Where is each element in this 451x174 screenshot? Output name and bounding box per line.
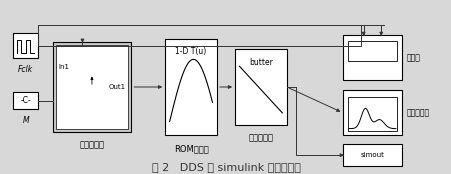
Text: 低通滤波器: 低通滤波器 — [248, 134, 273, 143]
Bar — [347, 97, 396, 131]
Bar — [342, 35, 401, 80]
Bar — [13, 33, 38, 58]
Bar — [342, 144, 401, 166]
Text: simout: simout — [360, 152, 383, 158]
Bar — [56, 45, 128, 129]
Bar — [13, 92, 38, 109]
Text: 示波器: 示波器 — [405, 53, 419, 62]
Text: ROM查询表: ROM查询表 — [173, 144, 208, 153]
Text: M: M — [23, 116, 29, 125]
Bar — [52, 42, 131, 132]
Text: 图 2   DDS 在 simulink 中的模拟图: 图 2 DDS 在 simulink 中的模拟图 — [151, 163, 300, 172]
Bar — [235, 49, 286, 125]
Bar — [342, 90, 401, 135]
Text: 功率谱密度: 功率谱密度 — [405, 108, 428, 117]
Text: In1: In1 — [58, 64, 69, 70]
Text: -C-: -C- — [20, 96, 31, 105]
Bar — [347, 41, 396, 61]
Text: Fclk: Fclk — [18, 65, 33, 74]
Text: Out1: Out1 — [108, 84, 125, 90]
Text: butter: butter — [249, 58, 272, 67]
Bar — [165, 39, 216, 135]
Text: 1-D T(u): 1-D T(u) — [175, 47, 206, 56]
Text: 相位累加器: 相位累加器 — [79, 141, 104, 149]
